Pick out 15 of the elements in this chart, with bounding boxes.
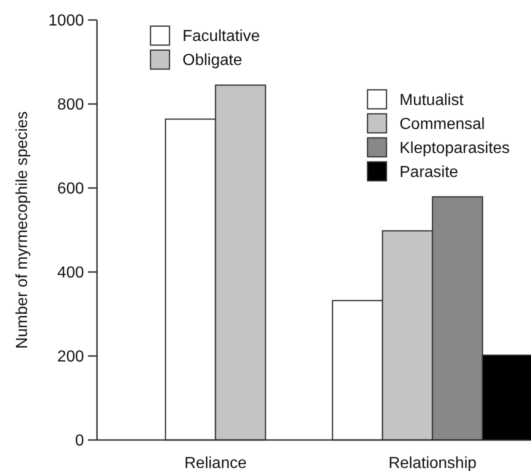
y-tick-label: 600 [57, 180, 84, 198]
y-tick-label: 800 [57, 96, 84, 114]
legend-label: Mutualist [400, 92, 464, 109]
x-tick-label: Relationship [388, 455, 477, 471]
legend-label: Kleptoparasites [400, 140, 510, 157]
x-tick-label: Reliance [184, 455, 247, 471]
legend-label: Commensal [400, 116, 485, 133]
y-tick-label: 0 [75, 432, 84, 450]
y-tick-label: 1000 [48, 12, 84, 30]
y-axis-title: Number of myrmecophile species [14, 111, 31, 349]
y-tick-label: 400 [57, 264, 84, 282]
y-tick-label: 200 [57, 348, 84, 366]
legend-label: Parasite [400, 164, 458, 181]
legend-label: Facultative [182, 28, 260, 46]
legend-label: Obligate [182, 52, 242, 70]
